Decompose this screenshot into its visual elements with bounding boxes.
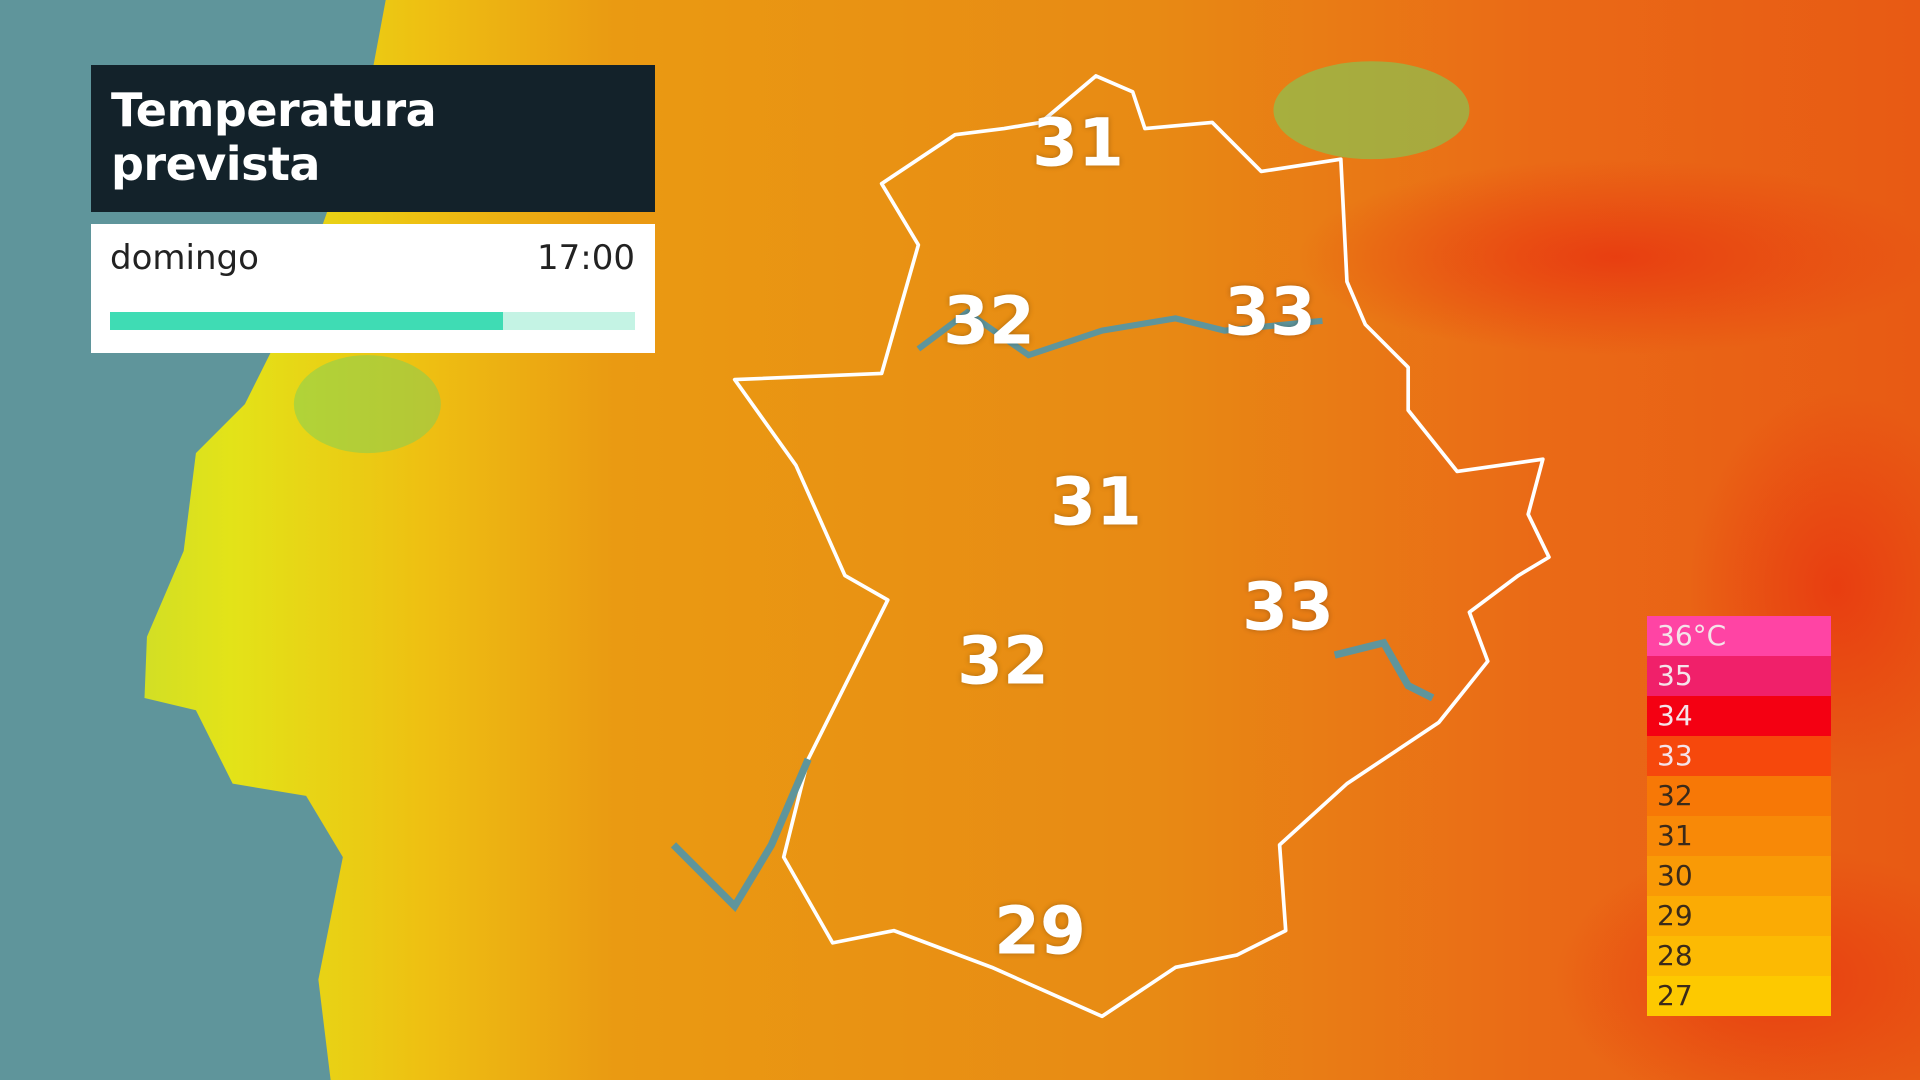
legend-row: 31: [1647, 816, 1831, 856]
temperature-label: 33: [1224, 273, 1316, 351]
legend-row: 32: [1647, 776, 1831, 816]
progress-fill: [110, 312, 503, 330]
temperature-label: 31: [1050, 463, 1142, 541]
legend-row: 35: [1647, 656, 1831, 696]
legend-row: 27: [1647, 976, 1831, 1016]
temperature-label: 29: [994, 892, 1086, 970]
temperature-label: 31: [1032, 104, 1124, 182]
title-panel: Temperatura prevista: [91, 65, 655, 212]
title: Temperatura prevista: [111, 83, 437, 191]
legend-row: 34: [1647, 696, 1831, 736]
day: domingo: [110, 238, 259, 278]
temperature-label: 32: [957, 622, 1049, 700]
temperature-label: 32: [943, 282, 1035, 360]
temperature-label: 33: [1242, 568, 1334, 646]
progress-track: [110, 312, 635, 330]
legend-row: 30: [1647, 856, 1831, 896]
legend-row: 36°C: [1647, 616, 1831, 656]
legend-row: 28: [1647, 936, 1831, 976]
time-panel: domingo 17:00: [91, 224, 655, 353]
legend-row: 33: [1647, 736, 1831, 776]
legend-row: 29: [1647, 896, 1831, 936]
legend: 36°C 35 34 33 32 31 30 29 28 27: [1647, 616, 1831, 1016]
time: 17:00: [537, 238, 635, 278]
